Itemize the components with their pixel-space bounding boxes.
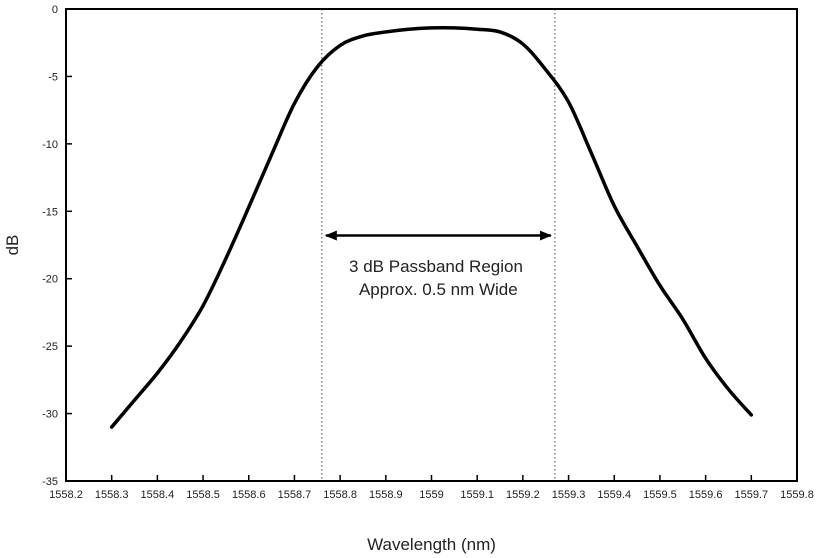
- x-tick-label: 1559.6: [689, 489, 723, 501]
- y-axis-ticks: 0 -5 -10 -15 -20 -25 -30 -35: [42, 4, 72, 488]
- y-tick-label: 0: [52, 4, 58, 16]
- y-tick-label: -10: [42, 139, 58, 151]
- y-tick-label: -20: [42, 274, 58, 286]
- y-tick-label: -30: [42, 409, 58, 421]
- passband-annotation: 3 dB Passband Region Approx. 0.5 nm Wide: [324, 230, 552, 299]
- x-tick-label: 1558.3: [95, 489, 129, 501]
- passband-label: 3 dB Passband Region Approx. 0.5 nm Wide: [349, 257, 528, 299]
- x-tick-label: 1558.4: [141, 489, 175, 501]
- x-tick-label: 1559.2: [506, 489, 540, 501]
- series-line: [109, 25, 754, 429]
- x-tick-label: 1559.5: [643, 489, 677, 501]
- y-axis-title: dB: [3, 235, 22, 256]
- y-tick-label: -15: [42, 206, 58, 218]
- y-tick-label: -35: [42, 476, 58, 488]
- passband-label-line-1: 3 dB Passband Region: [349, 257, 523, 276]
- x-tick-label: 1558.5: [186, 489, 220, 501]
- x-tick-label: 1559.1: [460, 489, 494, 501]
- passband-markers: [321, 9, 556, 481]
- x-tick-label: 1559: [419, 489, 443, 501]
- x-axis-title: Wavelength (nm): [367, 535, 496, 554]
- x-tick-label: 1558.2: [49, 489, 83, 501]
- plot-frame: [65, 8, 798, 482]
- x-tick-label: 1559.8: [780, 489, 814, 501]
- y-tick-label: -25: [42, 341, 58, 353]
- x-tick-label: 1559.7: [734, 489, 768, 501]
- x-tick-label: 1558.6: [232, 489, 266, 501]
- x-tick-label: 1558.7: [278, 489, 312, 501]
- y-tick-label: -5: [48, 71, 58, 83]
- x-axis-ticks: 1558.2 1558.3 1558.4 1558.5 1558.6 1558.7 1558…: [49, 475, 814, 501]
- x-tick-label: 1559.4: [597, 489, 631, 501]
- x-tick-label: 1558.8: [323, 489, 357, 501]
- x-tick-label: 1558.9: [369, 489, 403, 501]
- passband-label-line-2: Approx. 0.5 nm Wide: [359, 280, 518, 299]
- x-tick-label: 1559.3: [552, 489, 586, 501]
